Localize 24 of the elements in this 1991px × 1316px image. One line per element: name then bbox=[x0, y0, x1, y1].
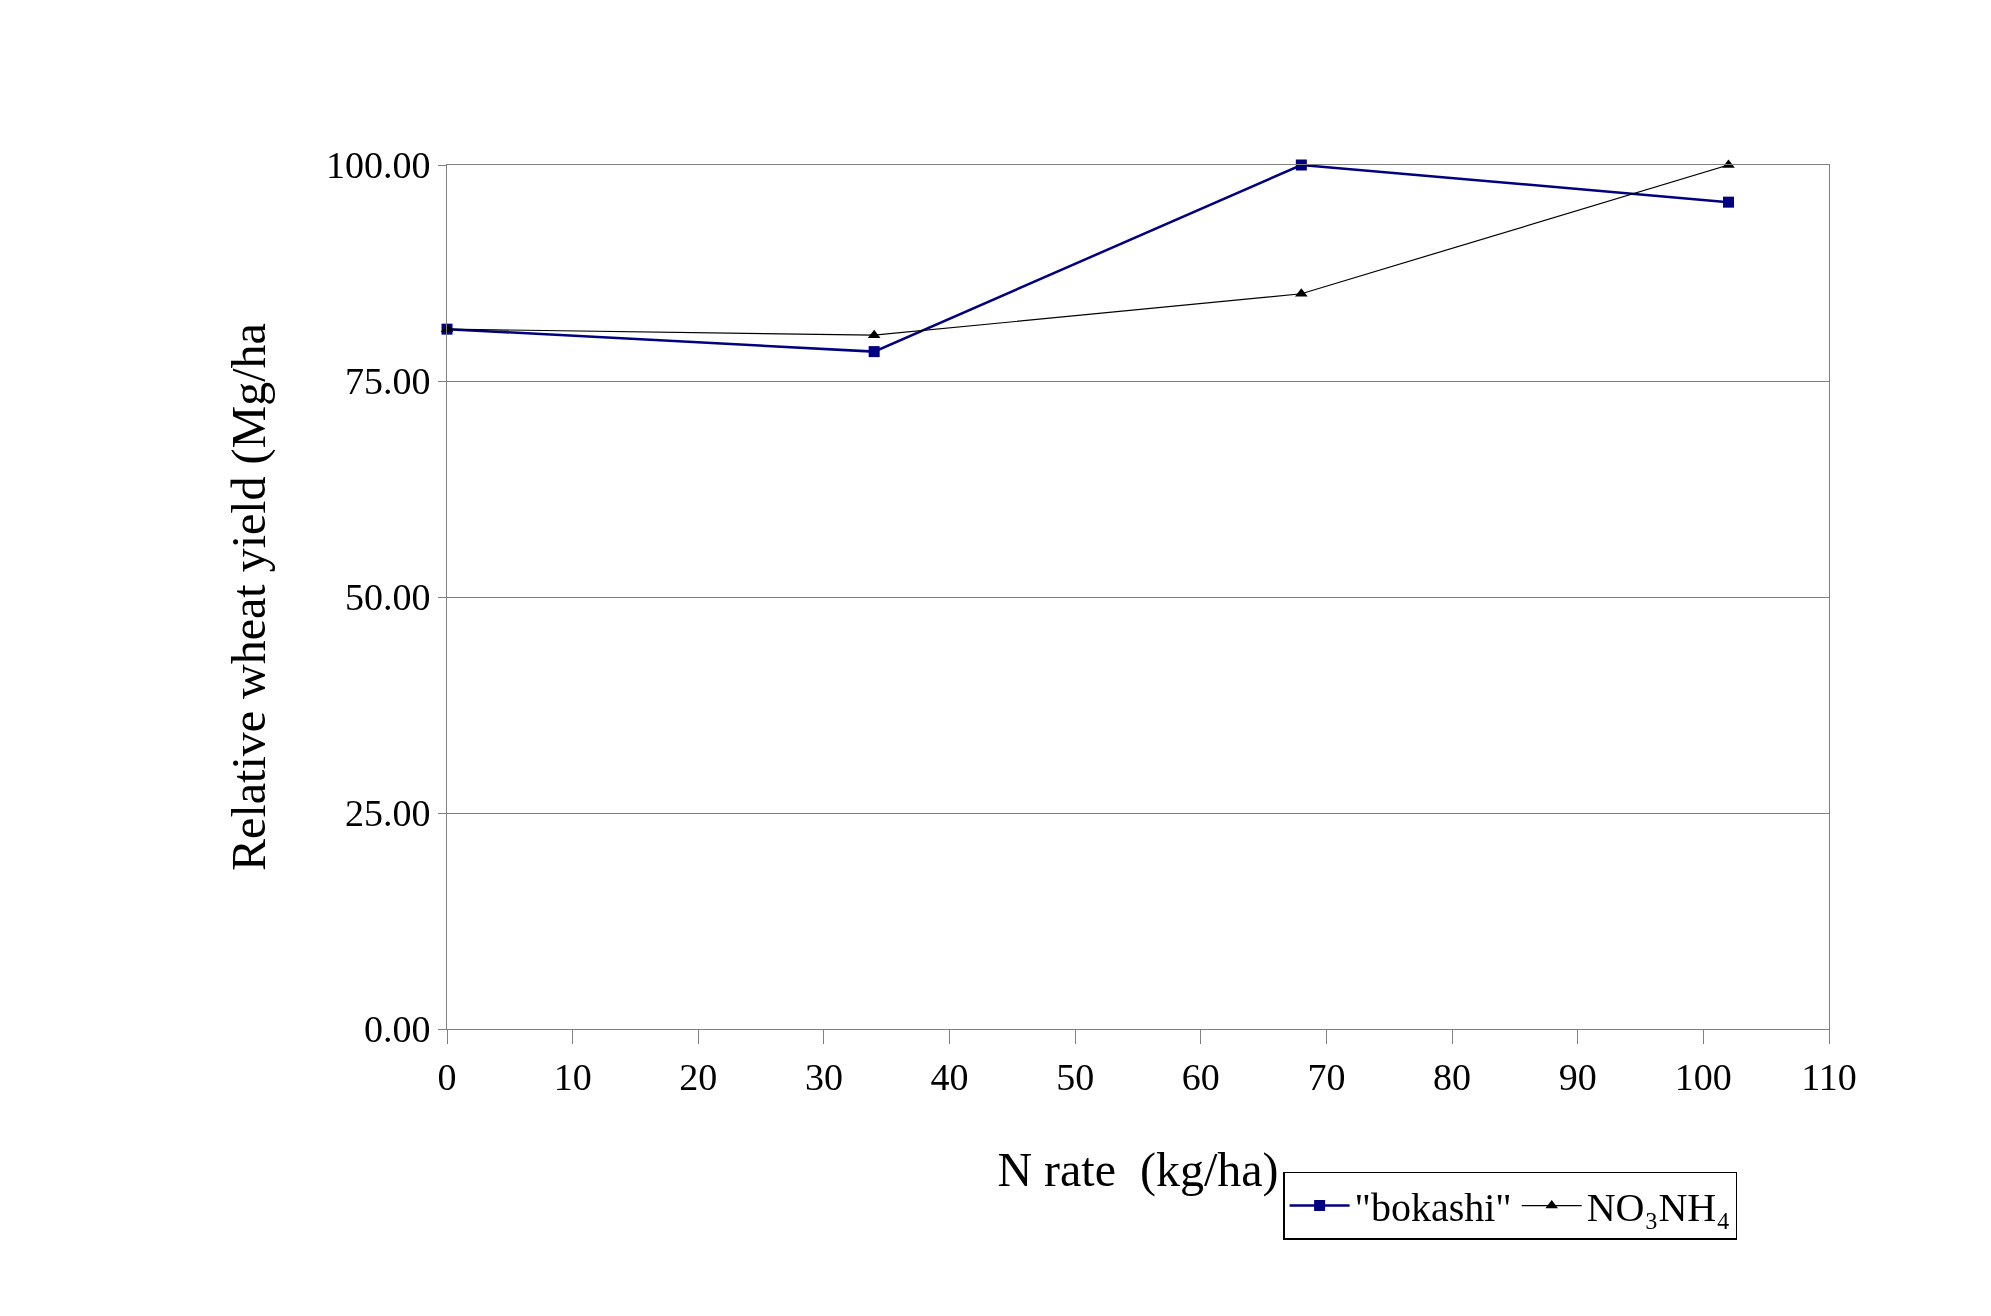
point bbox=[1722, 196, 1734, 208]
x-tick-label: 60 bbox=[1181, 1055, 1220, 1098]
legend-label: "bokashi" bbox=[1354, 1185, 1512, 1231]
point bbox=[868, 346, 880, 358]
y-tick-label: 100.00 bbox=[325, 144, 431, 187]
x-tick-label: 80 bbox=[1433, 1055, 1472, 1098]
x-tick-label: 110 bbox=[1801, 1055, 1857, 1098]
x-tick-label: 40 bbox=[930, 1055, 969, 1098]
x-tick-label: 50 bbox=[1056, 1055, 1095, 1098]
x-tick-label: 30 bbox=[804, 1055, 843, 1098]
x-axis-title: N rate (kg/ha) bbox=[997, 1142, 1279, 1197]
y-tick-label: 25.00 bbox=[344, 792, 431, 835]
legend-label: NO₃NH₄ bbox=[1586, 1185, 1731, 1231]
y-tick-label: 0.00 bbox=[363, 1008, 431, 1051]
x-tick-label: 90 bbox=[1558, 1055, 1597, 1098]
x-tick-label: 70 bbox=[1307, 1055, 1346, 1098]
x-tick-label: 0 bbox=[437, 1055, 457, 1098]
point bbox=[1295, 159, 1307, 171]
y-axis-title: Relative wheat yield (Mg/ha bbox=[221, 323, 276, 871]
x-tick-label: 100 bbox=[1674, 1055, 1732, 1098]
x-tick-label: 10 bbox=[553, 1055, 592, 1098]
x-tick-label: 20 bbox=[679, 1055, 718, 1098]
y-tick-label: 75.00 bbox=[344, 360, 431, 403]
y-tick-label: 50.00 bbox=[344, 576, 431, 619]
